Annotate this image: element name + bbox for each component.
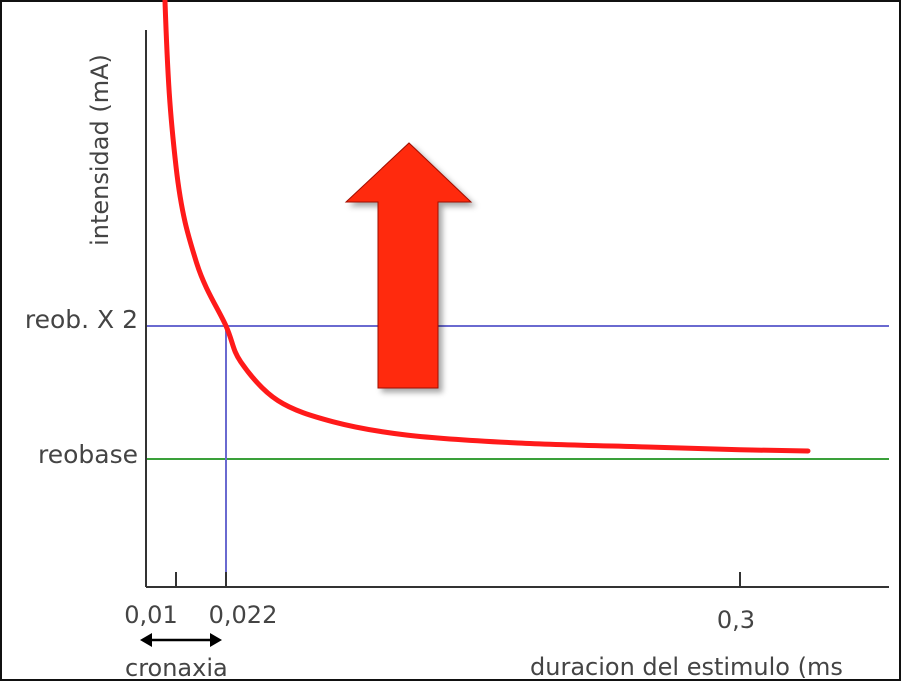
- cronaxia-double-arrow-icon: [140, 633, 222, 647]
- up-arrow-icon: [344, 142, 473, 389]
- x-tick-label-2: 0,3: [717, 606, 755, 634]
- strength-duration-curve: [162, 0, 811, 454]
- reob-x2-label: reob. X 2: [25, 305, 138, 334]
- x-tick-label-0: 0,01: [124, 601, 177, 629]
- y-axis-label: intensidad (mA): [86, 54, 114, 246]
- cronaxia-label: cronaxia: [125, 654, 228, 681]
- x-ticks: [175, 572, 741, 587]
- x-axis-label: duracion del estimulo (ms: [530, 653, 843, 681]
- reobase-label: reobase: [38, 440, 138, 469]
- x-tick-label-1: 0,022: [209, 601, 278, 629]
